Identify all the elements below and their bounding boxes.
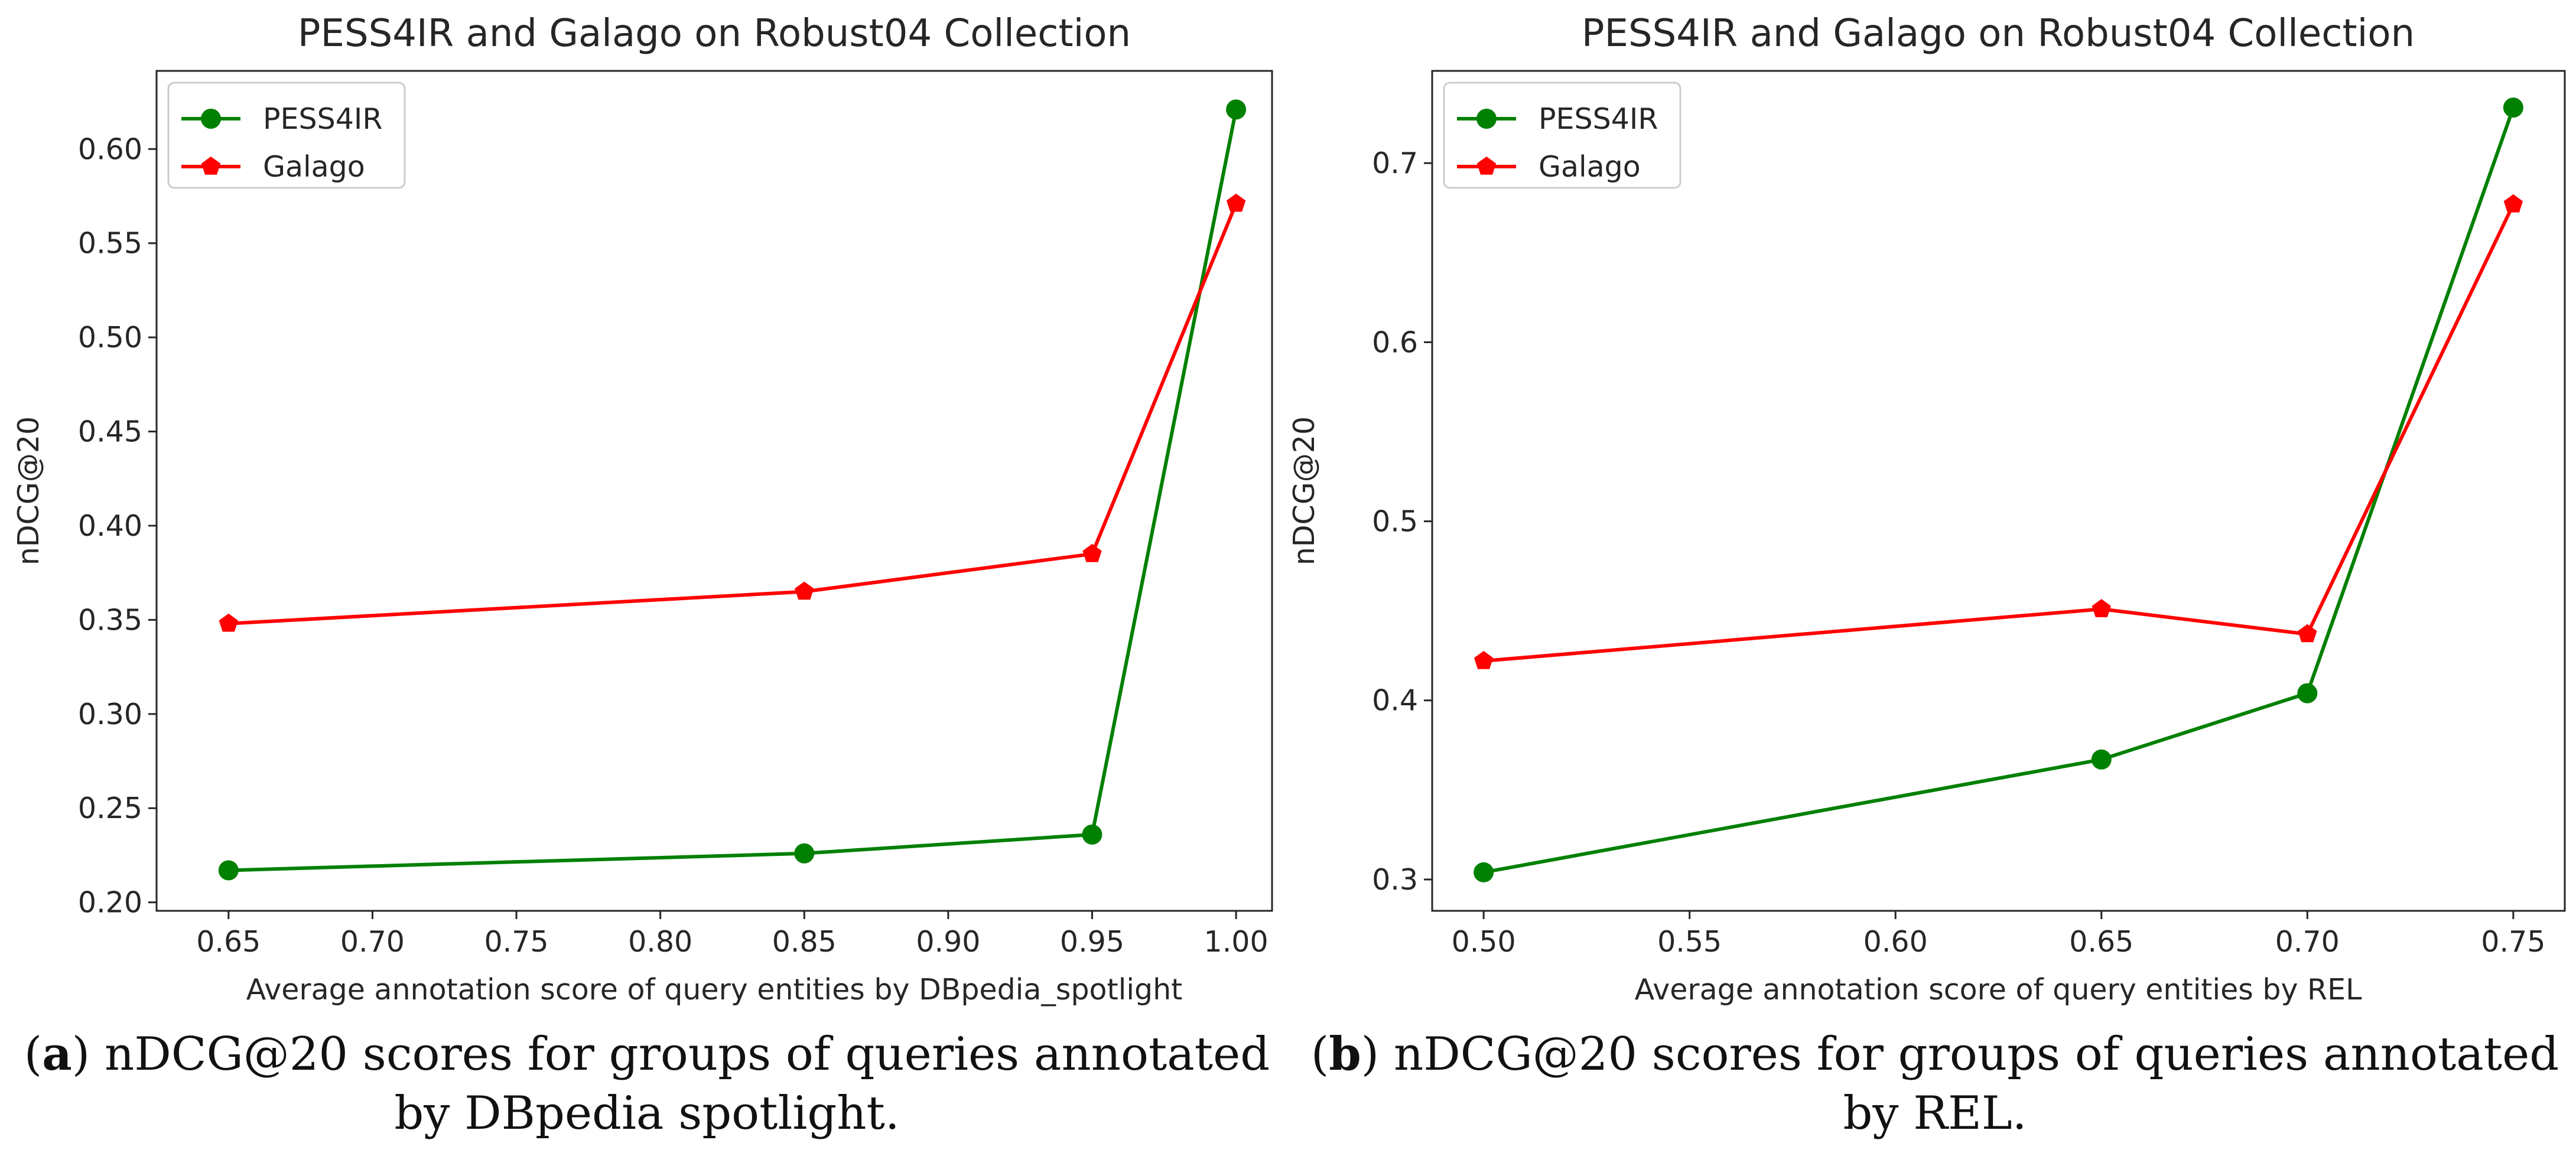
y-tick-label: 0.20: [78, 886, 142, 920]
data-point-pess4ir: [1082, 824, 1102, 845]
legend-label-pess4ir: PESS4IR: [263, 102, 382, 136]
x-tick-label: 0.75: [484, 925, 548, 959]
legend-marker-pess4ir: [201, 109, 221, 129]
chart-title: PESS4IR and Galago on Robust04 Collectio…: [298, 12, 1131, 56]
data-point-galago: [2298, 624, 2317, 643]
chart-panel-b: PESS4IR and Galago on Robust04 Collectio…: [1287, 12, 2566, 1007]
chart-title: PESS4IR and Galago on Robust04 Collectio…: [1582, 12, 2415, 56]
data-point-galago: [2503, 194, 2523, 213]
y-tick-label: 0.30: [78, 698, 142, 731]
x-axis-label: Average annotation score of query entiti…: [1635, 973, 2362, 1007]
legend-marker-pess4ir: [1476, 109, 1497, 129]
y-tick-label: 0.6: [1372, 325, 1418, 359]
y-tick-label: 0.5: [1372, 505, 1418, 539]
data-point-galago: [2092, 599, 2111, 617]
y-tick-label: 0.25: [78, 792, 142, 825]
x-tick-label: 0.70: [340, 925, 405, 959]
x-tick-label: 0.75: [2481, 925, 2545, 959]
legend: PESS4IR Galago: [167, 82, 406, 189]
x-tick-label: 1.00: [1204, 925, 1269, 959]
legend-marker-galago: [201, 157, 221, 175]
data-point-pess4ir: [794, 843, 815, 864]
data-point-galago: [795, 581, 814, 600]
y-tick-label: 0.7: [1372, 146, 1418, 180]
x-axis-label: Average annotation score of query entiti…: [246, 973, 1183, 1007]
y-tick-label: 0.4: [1372, 684, 1418, 718]
x-tick-label: 0.80: [628, 925, 692, 959]
x-tick-label: 0.70: [2275, 925, 2340, 959]
data-point-pess4ir: [2503, 97, 2523, 118]
data-point-pess4ir: [2091, 749, 2112, 770]
x-tick-label: 0.95: [1060, 925, 1124, 959]
legend-label-pess4ir: PESS4IR: [1539, 102, 1658, 136]
y-tick-label: 0.45: [78, 415, 142, 449]
axes-frame: [155, 70, 1273, 912]
x-tick-label: 0.90: [916, 925, 980, 959]
series-line-pess4ir: [228, 109, 1238, 872]
y-axis-label: nDCG@20: [12, 416, 45, 565]
caption-a-text: nDCG@20 scores for groups of queries ann…: [105, 1028, 1270, 1140]
legend-label-galago: Galago: [1539, 150, 1641, 184]
caption-b-text: nDCG@20 scores for groups of queries ann…: [1394, 1028, 2559, 1140]
caption-b-label: b: [1329, 1027, 1361, 1081]
data-point-galago: [1474, 651, 1494, 669]
y-tick-label: 0.50: [78, 321, 142, 354]
x-tick-label: 0.65: [196, 925, 261, 959]
data-point-galago: [1226, 193, 1246, 212]
data-point-pess4ir: [2297, 683, 2318, 703]
y-tick-label: 0.55: [78, 227, 142, 260]
y-tick-label: 0.60: [78, 132, 142, 166]
data-point-pess4ir: [1226, 99, 1247, 120]
caption-a: (a) nDCG@20 scores for groups of queries…: [24, 1027, 1270, 1140]
legend-box: [167, 82, 406, 189]
series-line-galago: [1483, 203, 2515, 663]
caption-b: (b) nDCG@20 scores for groups of queries…: [1310, 1027, 2559, 1140]
legend-box: [1443, 82, 1681, 189]
data-point-galago: [219, 613, 238, 632]
x-tick-label: 0.60: [1863, 925, 1928, 959]
legend-marker-galago: [1476, 157, 1497, 175]
x-tick-label: 0.85: [772, 925, 837, 959]
y-axis-label: nDCG@20: [1287, 416, 1321, 565]
chart-panel-a: PESS4IR and Galago on Robust04 Collectio…: [12, 12, 1273, 1007]
x-tick-label: 0.50: [1452, 925, 1516, 959]
caption-a-label: a: [42, 1027, 72, 1081]
data-point-pess4ir: [218, 860, 239, 881]
series-line-pess4ir: [1483, 107, 2515, 874]
y-tick-label: 0.40: [78, 509, 142, 543]
y-tick-label: 0.3: [1372, 863, 1418, 897]
x-tick-label: 0.65: [2069, 925, 2133, 959]
legend-label-galago: Galago: [263, 150, 365, 184]
series-line-galago: [228, 203, 1238, 626]
data-point-galago: [1082, 543, 1102, 562]
x-tick-label: 0.55: [1657, 925, 1722, 959]
y-tick-label: 0.35: [78, 603, 142, 637]
legend: PESS4IR Galago: [1443, 82, 1681, 189]
data-point-pess4ir: [1474, 862, 1494, 882]
axes-frame: [1431, 70, 2566, 912]
